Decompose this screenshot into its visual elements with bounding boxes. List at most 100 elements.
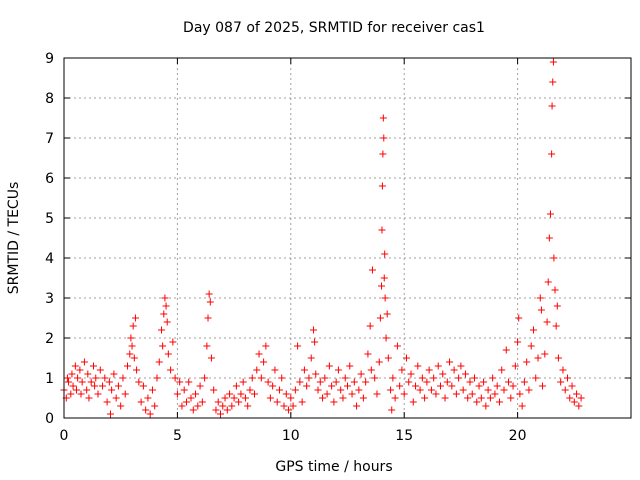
- data-point: [498, 366, 506, 374]
- data-point: [482, 402, 490, 410]
- data-point: [158, 326, 166, 334]
- data-point: [436, 382, 444, 390]
- data-point: [117, 402, 125, 410]
- data-point: [266, 394, 274, 402]
- data-point: [92, 374, 100, 382]
- data-point: [520, 378, 528, 386]
- data-point: [382, 334, 390, 342]
- data-point: [196, 382, 204, 390]
- data-point: [194, 402, 202, 410]
- data-point: [84, 370, 92, 378]
- data-point: [355, 386, 363, 394]
- data-point: [350, 378, 358, 386]
- data-point: [337, 386, 345, 394]
- data-point: [430, 374, 438, 382]
- data-point: [493, 382, 501, 390]
- data-point: [207, 354, 215, 362]
- data-point: [489, 374, 497, 382]
- data-point: [468, 390, 476, 398]
- data-point: [130, 354, 138, 362]
- data-point: [537, 306, 545, 314]
- data-point: [448, 382, 456, 390]
- data-point: [180, 386, 188, 394]
- data-point: [162, 302, 170, 310]
- data-point: [344, 382, 351, 390]
- data-point: [316, 378, 324, 386]
- data-point: [549, 58, 557, 66]
- data-point: [398, 366, 406, 374]
- data-point: [239, 378, 247, 386]
- data-point: [269, 382, 277, 390]
- data-point: [273, 398, 281, 406]
- data-points: [60, 58, 585, 418]
- data-point: [319, 394, 327, 402]
- data-point: [364, 350, 372, 358]
- data-point: [341, 374, 349, 382]
- data-point: [294, 342, 302, 350]
- data-point: [298, 398, 306, 406]
- data-point: [262, 342, 270, 350]
- data-point: [416, 386, 424, 394]
- data-point: [182, 398, 190, 406]
- data-point: [185, 378, 193, 386]
- data-point: [77, 390, 85, 398]
- data-point: [577, 394, 585, 402]
- data-point: [291, 386, 299, 394]
- data-point: [446, 358, 454, 366]
- data-point: [373, 390, 381, 398]
- data-point: [405, 378, 413, 386]
- y-tick-label: 4: [45, 251, 54, 267]
- data-point: [74, 374, 82, 382]
- data-point: [375, 358, 383, 366]
- data-point: [418, 374, 426, 382]
- data-point: [87, 378, 95, 386]
- data-point: [396, 382, 404, 390]
- data-point: [303, 382, 311, 390]
- data-point: [427, 386, 435, 394]
- data-point: [260, 358, 268, 366]
- data-point: [368, 266, 376, 274]
- data-point: [151, 402, 159, 410]
- data-point: [536, 294, 544, 302]
- data-point: [289, 402, 297, 410]
- data-point: [380, 134, 388, 142]
- data-point: [516, 390, 524, 398]
- data-point: [328, 382, 336, 390]
- data-point: [439, 370, 447, 378]
- data-point: [163, 318, 171, 326]
- data-point: [80, 358, 88, 366]
- data-point: [548, 150, 556, 158]
- data-point: [387, 386, 395, 394]
- data-point: [551, 286, 559, 294]
- data-point: [461, 370, 469, 378]
- x-tick-label: 10: [282, 428, 300, 444]
- data-point: [244, 402, 252, 410]
- data-point: [502, 346, 510, 354]
- x-tick-label: 5: [173, 428, 182, 444]
- data-point: [425, 366, 433, 374]
- data-point: [189, 406, 197, 414]
- data-point: [221, 394, 229, 402]
- data-point: [381, 250, 389, 258]
- data-point: [68, 370, 76, 378]
- data-point: [83, 386, 91, 394]
- data-point: [153, 374, 161, 382]
- data-point: [357, 370, 365, 378]
- data-point: [173, 390, 181, 398]
- data-point: [296, 378, 304, 386]
- data-point: [65, 378, 73, 386]
- data-point: [323, 390, 331, 398]
- data-point: [257, 374, 265, 382]
- data-point: [546, 210, 554, 218]
- y-tick-label: 5: [45, 211, 54, 227]
- x-tick-label: 20: [509, 428, 527, 444]
- data-point: [167, 366, 175, 374]
- data-point: [378, 182, 386, 190]
- data-point: [135, 378, 143, 386]
- data-point: [201, 374, 209, 382]
- data-point: [550, 254, 558, 262]
- y-axis-label: SRMTID / TECUs: [6, 182, 22, 295]
- data-point: [434, 362, 442, 370]
- data-point: [311, 338, 319, 346]
- data-point: [106, 410, 114, 418]
